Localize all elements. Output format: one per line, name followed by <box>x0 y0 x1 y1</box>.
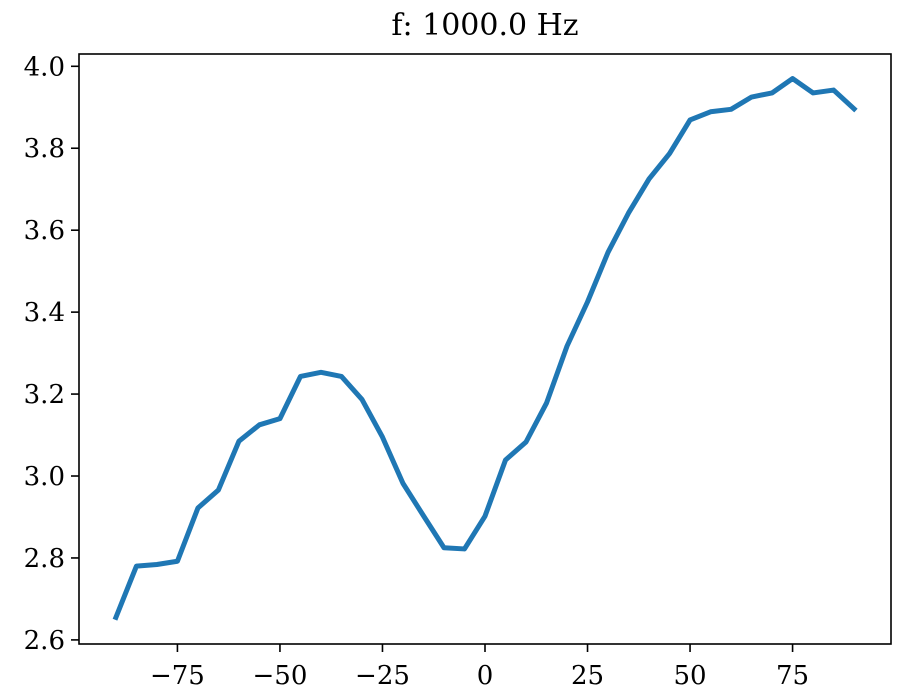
x-tick-label: 0 <box>477 661 494 691</box>
x-tick-label: 50 <box>674 661 707 691</box>
y-tick-label: 3.6 <box>24 216 65 246</box>
x-tick-label: 25 <box>571 661 604 691</box>
x-tick-label: 75 <box>776 661 809 691</box>
x-tick-label: −50 <box>253 661 308 691</box>
y-tick-label: 3.4 <box>24 298 65 328</box>
x-axis: −75 −50 −25 0 25 50 75 <box>150 644 809 691</box>
y-tick-label: 4.0 <box>24 52 65 82</box>
y-tick-label: 3.2 <box>24 380 65 410</box>
y-tick-label: 2.6 <box>24 626 65 656</box>
x-tick-label: −75 <box>150 661 205 691</box>
chart-title: f: 1000.0 Hz <box>391 8 578 43</box>
x-tick-label: −25 <box>355 661 410 691</box>
y-tick-label: 3.0 <box>24 462 65 492</box>
y-axis: 2.6 2.8 3.0 3.2 3.4 3.6 3.8 4.0 <box>24 52 79 656</box>
series-layer <box>112 76 858 621</box>
y-tick-label: 3.8 <box>24 134 65 164</box>
y-tick-label: 2.8 <box>24 544 65 574</box>
